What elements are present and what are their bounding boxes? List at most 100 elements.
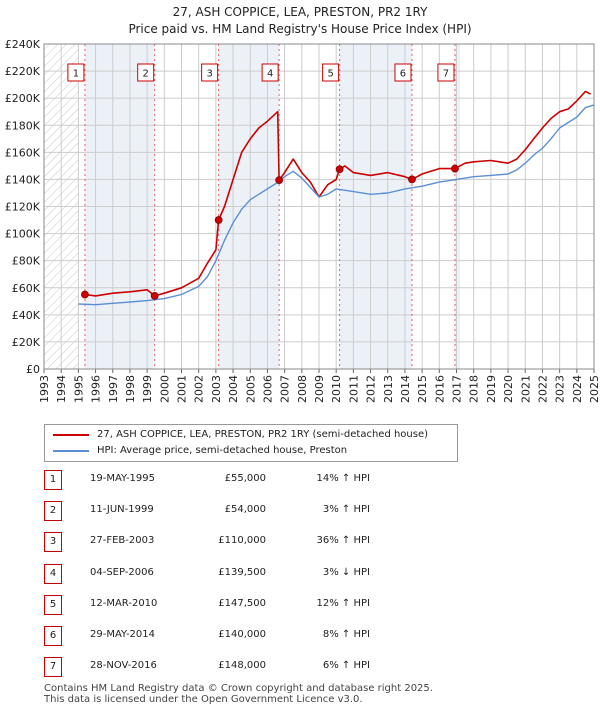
x-tick-label: 2017 [451, 375, 464, 403]
y-tick-label: £160K [5, 146, 41, 159]
sale-label-number: 7 [443, 69, 449, 80]
sale-date: 19-MAY-1995 [90, 473, 156, 484]
x-tick-label: 1996 [90, 375, 103, 403]
y-tick-label: £220K [5, 65, 41, 78]
sale-hpi-diff: 12% ↑ HPI [316, 598, 370, 609]
sale-number-badge: 2 [44, 501, 62, 521]
x-tick-label: 2016 [433, 375, 446, 403]
y-tick-label: £240K [5, 38, 41, 51]
sale-price: £54,000 [224, 504, 266, 515]
hpi-line [78, 104, 595, 306]
y-tick-label: £0 [26, 363, 40, 376]
sale-number-badge: 5 [44, 595, 62, 615]
x-tick-label: 2021 [519, 375, 532, 403]
legend-swatch-property [53, 434, 89, 436]
sale-label-box [201, 63, 219, 82]
sale-number-badge: 1 [44, 470, 62, 490]
x-tick-label: 2023 [554, 375, 567, 403]
sale-number-badge: 3 [44, 532, 62, 552]
table-row: 5 12-MAR-2010 £147,500 12% ↑ HPI [44, 595, 444, 615]
footer: Contains HM Land Registry data © Crown c… [44, 683, 433, 705]
sale-point [275, 176, 284, 184]
table-row: 1 19-MAY-1995 £55,000 14% ↑ HPI [44, 470, 444, 490]
x-tick-label: 2011 [347, 375, 360, 403]
x-tick-label: 2007 [279, 375, 292, 403]
x-tick-label: 2005 [244, 375, 257, 403]
sale-hpi-diff: 36% ↑ HPI [316, 535, 370, 546]
y-tick-label: £60K [12, 282, 41, 295]
sale-point [150, 291, 159, 300]
sale-label-number: 2 [143, 69, 149, 80]
sale-label-box [437, 63, 455, 82]
x-tick-label: 2019 [485, 375, 498, 403]
sale-label-box [137, 63, 155, 82]
sale-date: 27-FEB-2003 [90, 535, 155, 546]
sale-date: 29-MAY-2014 [90, 629, 156, 640]
sale-hpi-diff: 3% ↓ HPI [322, 567, 370, 578]
x-tick-label: 2022 [536, 375, 549, 403]
legend-label-hpi: HPI: Average price, semi-detached house,… [97, 445, 348, 456]
sale-price: £55,000 [224, 473, 266, 484]
sale-hpi-diff: 8% ↑ HPI [322, 629, 370, 640]
y-tick-label: £40K [12, 309, 41, 322]
x-tick-label: 1993 [38, 375, 51, 403]
sale-price: £110,000 [218, 535, 266, 546]
table-row: 7 28-NOV-2016 £148,000 6% ↑ HPI [44, 657, 444, 677]
x-tick-label: 1998 [124, 375, 137, 403]
sale-number-badge: 7 [44, 657, 62, 677]
x-tick-label: 2002 [193, 375, 206, 403]
y-tick-label: £180K [5, 119, 41, 132]
y-tick-label: £80K [12, 255, 41, 268]
x-tick-label: 2024 [571, 375, 584, 403]
x-tick-label: 2015 [416, 375, 429, 403]
x-tick-label: 2006 [261, 375, 274, 403]
sale-label-number: 4 [267, 69, 273, 80]
sale-date: 11-JUN-1999 [90, 504, 154, 515]
chart-title: 27, ASH COPPICE, LEA, PRESTON, PR2 1RY P… [0, 4, 600, 38]
x-tick-label: 2025 [588, 375, 600, 403]
table-row: 3 27-FEB-2003 £110,000 36% ↑ HPI [44, 532, 444, 552]
y-tick-label: £20K [12, 336, 41, 349]
plot-border [43, 43, 595, 370]
x-tick-label: 2004 [227, 375, 240, 403]
sale-hpi-diff: 6% ↑ HPI [322, 660, 370, 671]
legend-swatch-hpi [53, 450, 89, 452]
x-tick-label: 1995 [72, 375, 85, 403]
sale-label-number: 1 [73, 69, 79, 80]
table-row: 6 29-MAY-2014 £140,000 8% ↑ HPI [44, 626, 444, 646]
x-tick-label: 1997 [107, 375, 120, 403]
y-tick-label: £200K [5, 92, 41, 105]
sale-price: £139,500 [218, 567, 266, 578]
legend-label-property: 27, ASH COPPICE, LEA, PRESTON, PR2 1RY (… [97, 429, 429, 440]
x-tick-label: 1994 [55, 375, 68, 403]
legend: 27, ASH COPPICE, LEA, PRESTON, PR2 1RY (… [44, 424, 458, 462]
sale-date: 04-SEP-2006 [90, 567, 154, 578]
price-chart: £0 £20K £40K £60K £80K £100K £120K £140K £160K £1… [5, 38, 600, 403]
x-tick-label: 2001 [176, 375, 189, 403]
sale-label-box [322, 63, 340, 82]
property-price-line [84, 90, 591, 297]
x-tick-label: 2003 [210, 375, 223, 403]
y-tick-label: £120K [5, 201, 41, 214]
x-tick-label: 2012 [365, 375, 378, 403]
sale-label-box [394, 63, 412, 82]
sale-price: £147,500 [218, 598, 266, 609]
sale-number-badge: 6 [44, 626, 62, 646]
x-tick-label: 2020 [502, 375, 515, 403]
table-row: 4 04-SEP-2006 £139,500 3% ↓ HPI [44, 564, 444, 584]
x-tick-label: 2009 [313, 375, 326, 403]
sale-point [335, 165, 344, 174]
sale-date: 28-NOV-2016 [90, 660, 157, 671]
sale-label-number: 6 [400, 69, 406, 80]
title-line-1: 27, ASH COPPICE, LEA, PRESTON, PR2 1RY [172, 5, 428, 19]
x-tick-label: 2014 [399, 375, 412, 403]
sale-date: 12-MAR-2010 [90, 598, 158, 609]
sale-number-badge: 4 [44, 564, 62, 584]
sale-label-box [67, 63, 85, 82]
sale-price: £148,000 [218, 660, 266, 671]
footer-line-2: This data is licensed under the Open Gov… [44, 694, 363, 705]
sale-label-box [261, 63, 279, 82]
x-tick-label: 2008 [296, 375, 309, 403]
x-tick-label: 2013 [382, 375, 395, 403]
sale-price: £140,000 [218, 629, 266, 640]
